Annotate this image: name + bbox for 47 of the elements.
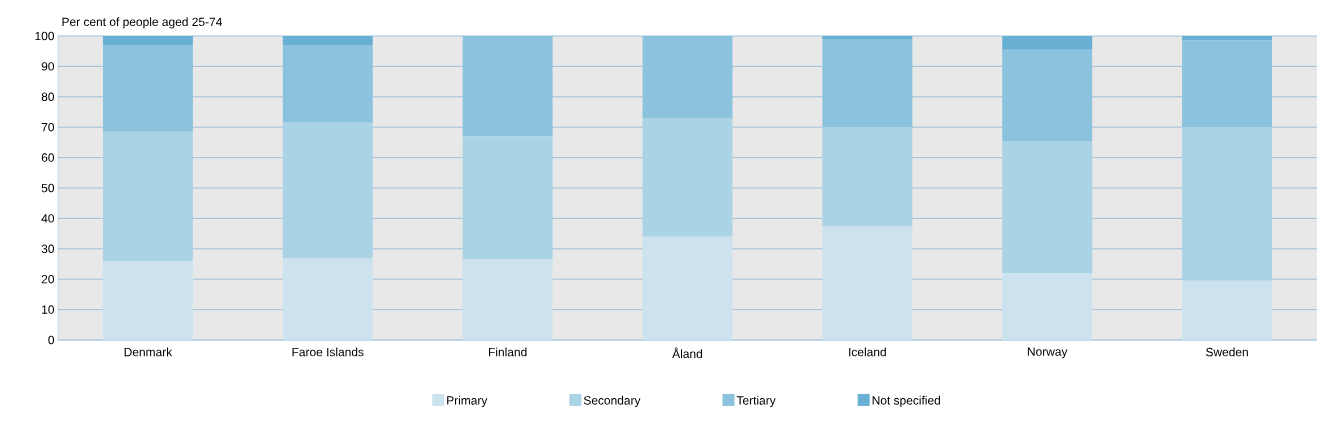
bar bbox=[282, 122, 373, 258]
legend-label: Secondary bbox=[583, 395, 641, 408]
y-tick-label: 0 bbox=[48, 335, 55, 345]
x-tick-label: Sweden bbox=[1206, 347, 1248, 357]
y-tick-label: 40 bbox=[41, 214, 55, 223]
x-tick-label: Åland bbox=[672, 347, 702, 359]
y-tick-label: 70 bbox=[41, 122, 55, 132]
bar bbox=[1002, 49, 1093, 141]
bar bbox=[282, 45, 373, 123]
bar bbox=[642, 118, 733, 237]
x-tick-label: Norway bbox=[1027, 347, 1068, 359]
x-tick-label: Finland bbox=[489, 347, 527, 357]
legend-label: Not specified bbox=[872, 395, 940, 408]
bar bbox=[1002, 140, 1093, 274]
bar bbox=[462, 136, 553, 260]
bar bbox=[102, 260, 193, 340]
bar bbox=[1182, 36, 1273, 41]
y-tick-label: 90 bbox=[41, 62, 55, 71]
bar bbox=[822, 226, 913, 340]
x-tick-label: Iceland bbox=[849, 347, 886, 357]
bar bbox=[282, 36, 373, 46]
bar bbox=[1182, 280, 1273, 340]
x-tick-label: Faroe Islands bbox=[292, 347, 364, 357]
y-tick-label: 20 bbox=[41, 274, 55, 284]
bar bbox=[822, 36, 913, 40]
y-tick-label: 10 bbox=[42, 305, 55, 314]
legend-label: Tertiary bbox=[736, 395, 776, 408]
bar bbox=[102, 131, 193, 261]
bar bbox=[822, 127, 913, 226]
bar bbox=[462, 259, 553, 340]
bar bbox=[1182, 40, 1273, 128]
y-axis-title: Per cent of people aged 25-74 bbox=[62, 17, 222, 29]
bar bbox=[1002, 36, 1093, 50]
y-tick-label: 50 bbox=[41, 183, 55, 193]
bar bbox=[282, 257, 373, 340]
y-tick-label: 100 bbox=[35, 31, 55, 41]
bar bbox=[102, 36, 193, 46]
x-tick-label: Denmark bbox=[124, 347, 173, 357]
bar bbox=[822, 39, 913, 128]
bar bbox=[1002, 273, 1093, 340]
y-tick-label: 60 bbox=[41, 153, 55, 162]
bar bbox=[102, 45, 193, 132]
legend-label: Primary bbox=[447, 395, 488, 408]
bar bbox=[642, 236, 733, 340]
y-tick-label: 80 bbox=[41, 92, 55, 102]
y-tick-label: 30 bbox=[41, 244, 55, 254]
bar bbox=[1182, 127, 1273, 281]
